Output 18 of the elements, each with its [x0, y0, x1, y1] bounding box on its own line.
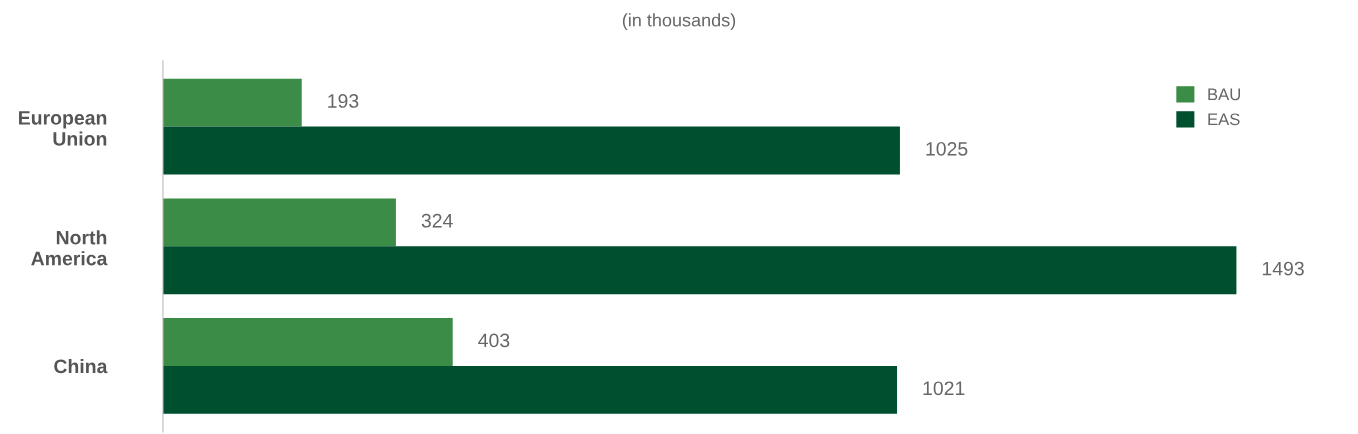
bar — [162, 78, 302, 127]
y-tick-label: China — [54, 358, 108, 374]
data-label: 403 — [478, 333, 510, 348]
data-label: 1025 — [926, 141, 968, 156]
bar — [162, 318, 453, 366]
y-tick-label: North America — [31, 230, 108, 266]
legend-label: BAU — [1208, 88, 1240, 101]
data-label: 324 — [421, 213, 453, 228]
bar — [162, 198, 396, 247]
legend-label: EAS — [1208, 113, 1240, 126]
chart-title: (in thousands) — [622, 13, 736, 31]
data-label: 193 — [328, 94, 359, 108]
y-tick-label: European Union — [19, 111, 107, 146]
data-label: 1493 — [1262, 261, 1304, 276]
bar — [162, 246, 1237, 295]
data-label: 1021 — [923, 381, 965, 396]
bar — [162, 126, 900, 175]
bar — [162, 365, 898, 414]
